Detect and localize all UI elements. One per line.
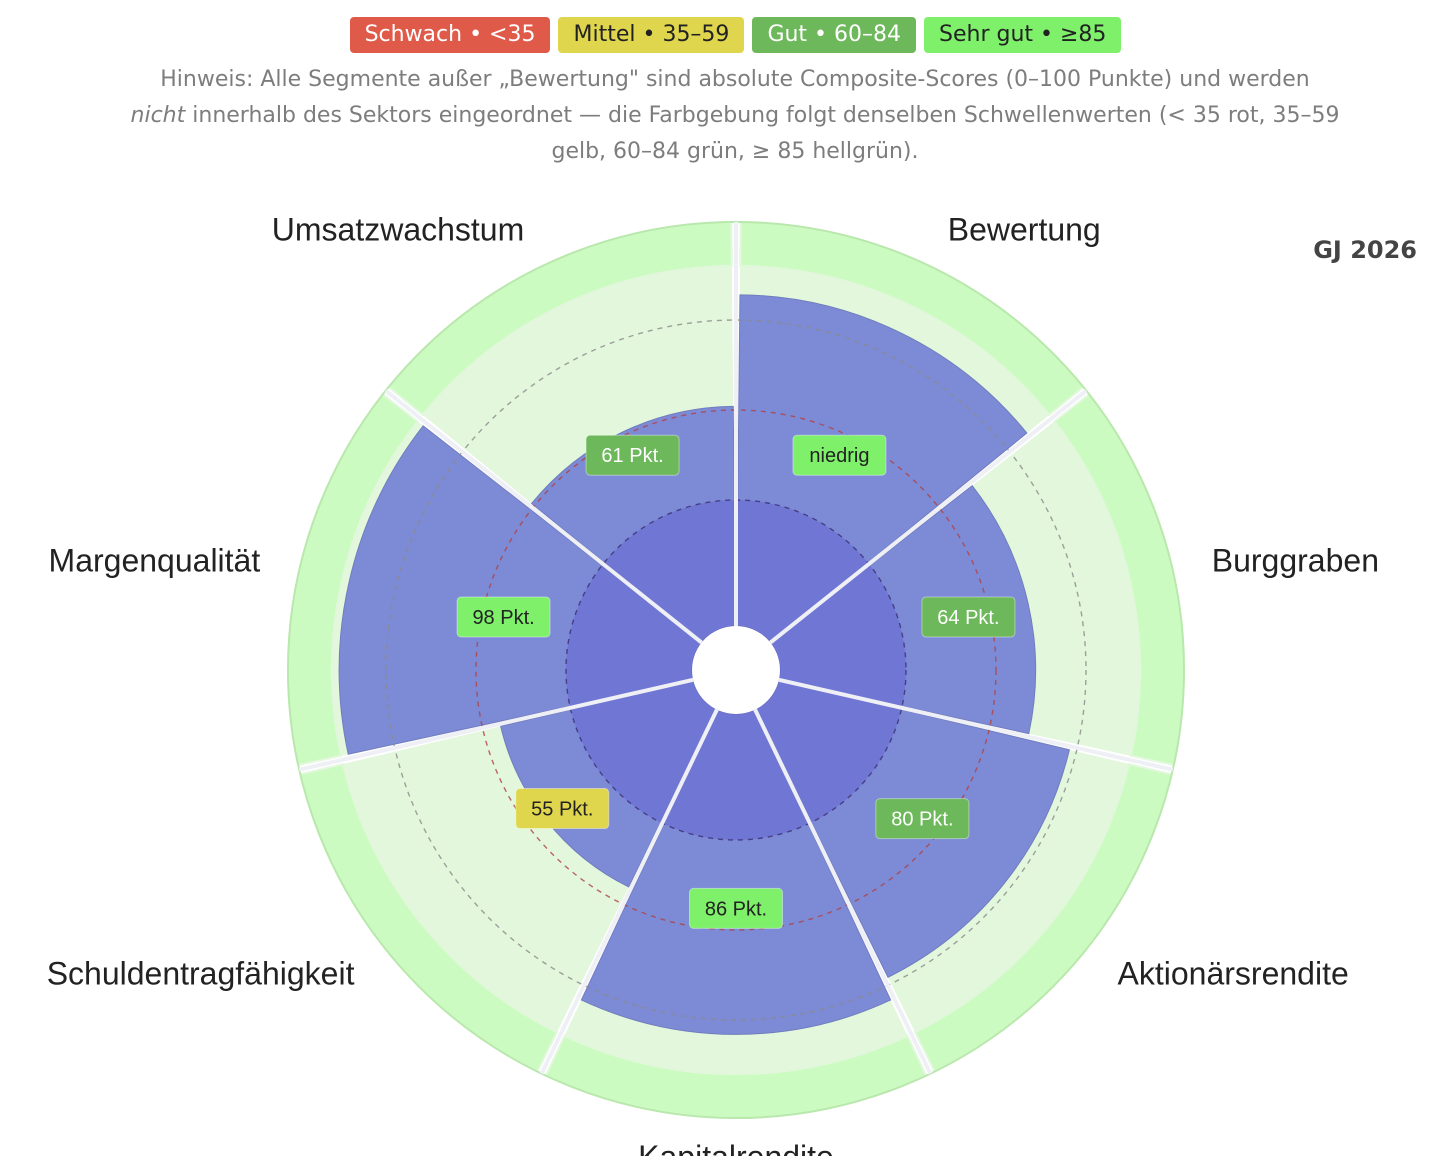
score-label-umsatzwachstum: 61 Pkt. bbox=[601, 445, 663, 467]
score-label-burggraben: 64 Pkt. bbox=[937, 607, 999, 629]
score-label-aktionaersrendite: 80 Pkt. bbox=[891, 809, 953, 831]
note-part2: innerhalb des Sektors eingeordnet — die … bbox=[185, 103, 1340, 164]
legend-weak: Schwach • <35 bbox=[349, 17, 551, 53]
divider-5 bbox=[298, 677, 694, 772]
chart-note: Hinweis: Alle Segmente außer „Bewertung"… bbox=[130, 62, 1340, 170]
score-label-kapitalrendite: 86 Pkt. bbox=[705, 898, 767, 920]
fiscal-year-label: GJ 2026 bbox=[1313, 236, 1417, 264]
category-label-margenqualitaet: Margenqualität bbox=[49, 542, 261, 578]
score-badge-kapitalrendite bbox=[689, 887, 783, 929]
legend-medium: Mittel • 35–59 bbox=[558, 17, 745, 53]
legend-very-good: Sehr gut • ≥85 bbox=[924, 17, 1122, 53]
bar-schuldentragfaehigkeit bbox=[500, 679, 718, 888]
divider-3 bbox=[753, 708, 933, 1075]
score-badge-burggraben bbox=[921, 596, 1016, 638]
center-hole bbox=[692, 626, 780, 714]
score-label-schuldentragfaehigkeit: 55 Pkt. bbox=[531, 799, 593, 821]
category-label-umsatzwachstum: Umsatzwachstum bbox=[272, 211, 525, 247]
score-badge-bewertung bbox=[792, 434, 887, 476]
category-label-schuldentragfaehigkeit: Schuldentragfähigkeit bbox=[47, 955, 355, 991]
category-label-burggraben: Burggraben bbox=[1212, 542, 1379, 578]
score-badge-schuldentragfaehigkeit bbox=[515, 788, 610, 830]
score-badge-aktionaersrendite bbox=[875, 798, 970, 840]
divider-4 bbox=[539, 708, 719, 1075]
legend: Schwach • <35 Mittel • 35–59 Gut • 60–84… bbox=[0, 17, 1439, 53]
divider-6 bbox=[384, 389, 703, 645]
category-label-bewertung: Bewertung bbox=[948, 211, 1101, 247]
divider-2 bbox=[778, 677, 1174, 772]
divider-1 bbox=[769, 389, 1088, 645]
score-label-margenqualitaet: 98 Pkt. bbox=[472, 607, 534, 629]
note-part1: Hinweis: Alle Segmente außer „Bewertung"… bbox=[160, 67, 1310, 92]
score-badge-umsatzwachstum bbox=[585, 434, 680, 476]
legend-good: Gut • 60–84 bbox=[752, 17, 917, 53]
category-label-aktionaersrendite: Aktionärsrendite bbox=[1118, 955, 1349, 991]
category-label-kapitalrendite: Kapitalrendite bbox=[638, 1139, 834, 1156]
note-italic: nicht bbox=[130, 103, 186, 128]
threshold-ring-85 bbox=[385, 319, 1087, 1021]
score-label-bewertung: niedrig bbox=[809, 445, 869, 467]
score-badge-margenqualitaet bbox=[456, 596, 551, 638]
